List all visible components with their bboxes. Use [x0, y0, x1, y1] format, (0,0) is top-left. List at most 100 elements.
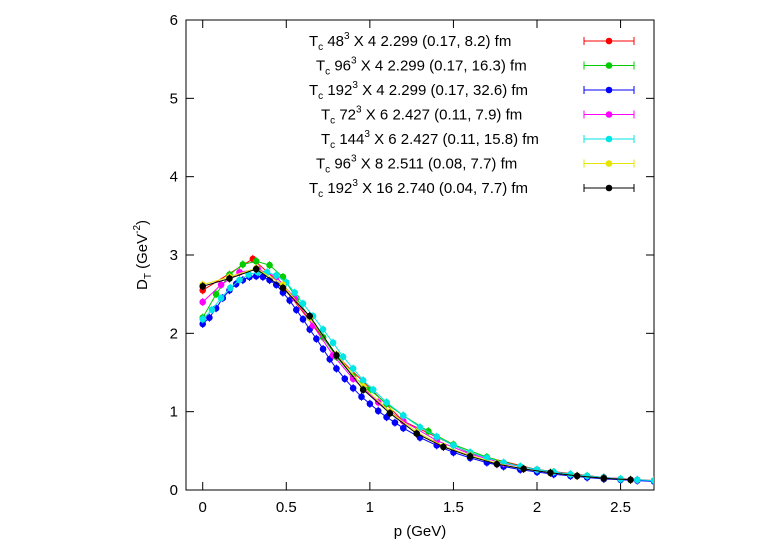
legend-label: Tc 483 X 4 2.299 (0.17, 8.2) fm [309, 31, 511, 53]
data-point [450, 442, 457, 449]
data-point [236, 276, 243, 284]
series-line [202, 267, 631, 481]
data-point [252, 265, 260, 273]
series-7 [199, 265, 634, 484]
data-point [313, 335, 320, 343]
data-point [319, 345, 327, 353]
data-point [279, 284, 287, 292]
series-6 [199, 264, 634, 484]
series-line [202, 275, 654, 482]
data-point [279, 289, 287, 296]
y-tick-label: 5 [170, 90, 178, 107]
data-point [413, 430, 420, 437]
data-point [212, 290, 220, 298]
series-3 [199, 272, 654, 486]
y-tick-label: 4 [170, 169, 178, 186]
x-tick-label: 0 [199, 499, 207, 516]
data-point [573, 472, 581, 480]
x-axis-label: p (GeV) [394, 523, 447, 540]
legend-label: Tc 723 X 6 2.427 (0.11, 7.9) fm [321, 105, 522, 127]
y-tick-label: 1 [170, 404, 178, 421]
data-point [333, 365, 340, 372]
data-point [319, 326, 327, 333]
data-point [329, 339, 337, 347]
data-point [391, 419, 399, 426]
data-point [600, 474, 608, 482]
x-tick-label: 1 [366, 499, 374, 516]
legend-marker [605, 86, 613, 94]
data-point [226, 275, 233, 282]
data-point [466, 453, 474, 460]
data-point [266, 276, 273, 284]
data-point [266, 261, 273, 269]
data-point [279, 273, 287, 281]
series-5 [199, 268, 654, 485]
data-point [386, 409, 394, 417]
y-tick-label: 2 [170, 325, 178, 342]
legend: Tc 483 X 4 2.299 (0.17, 8.2) fm Tc 963 X … [309, 31, 635, 200]
legend-label: Tc 1923 X 4 2.299 (0.17, 32.6) fm [309, 80, 528, 102]
data-point [399, 412, 407, 419]
data-point [383, 398, 390, 406]
series-line [202, 258, 654, 482]
data-point [358, 393, 365, 401]
legend-marker [605, 62, 613, 69]
data-point [567, 471, 574, 478]
data-point [199, 315, 207, 323]
data-point [293, 306, 300, 314]
data-point [291, 289, 298, 296]
series-line [202, 271, 654, 482]
data-point [374, 407, 382, 415]
data-point [627, 476, 634, 484]
data-point [349, 384, 357, 392]
y-tick-label: 6 [170, 12, 178, 29]
data-point [341, 375, 349, 383]
data-point [217, 281, 225, 289]
data-point [208, 306, 216, 314]
data-point [252, 257, 260, 265]
data-point [245, 271, 252, 278]
series-line [202, 268, 631, 481]
data-point [547, 469, 554, 477]
data-point [299, 300, 307, 307]
data-point [306, 312, 313, 320]
series-line [202, 268, 638, 481]
y-axis-label: DT (GeV-2) [132, 220, 154, 290]
legend-marker [605, 184, 613, 192]
x-tick-label: 2 [533, 499, 541, 516]
data-point [369, 386, 377, 394]
data-point [199, 298, 207, 306]
series-2 [199, 257, 654, 486]
legend-label: Tc 963 X 8 2.511 (0.08, 7.7) fm [316, 154, 517, 176]
series-1 [199, 254, 654, 485]
y-tick-label: 3 [170, 247, 178, 264]
series-layer [199, 254, 654, 486]
data-point [433, 433, 441, 441]
data-point [399, 424, 407, 432]
data-point [650, 477, 654, 484]
data-point [286, 297, 293, 304]
legend-marker [605, 111, 613, 118]
data-point [199, 283, 207, 290]
legend-marker [605, 37, 613, 45]
data-point [633, 476, 641, 484]
data-point [272, 272, 280, 279]
data-point [366, 400, 374, 408]
legend-label: Tc 963 X 4 2.299 (0.17, 16.3) fm [316, 56, 527, 78]
x-tick-label: 2.5 [610, 499, 631, 516]
data-point [493, 460, 501, 468]
data-point [226, 284, 234, 292]
data-point [339, 353, 347, 361]
data-point [359, 377, 367, 384]
data-point [520, 465, 527, 473]
x-tick-label: 1.5 [443, 499, 464, 516]
data-point [239, 261, 247, 268]
data-point [349, 365, 357, 372]
legend-marker [605, 135, 613, 143]
data-point [199, 320, 207, 328]
data-point [299, 315, 307, 323]
axis-ticks: 0 0.5 1 1.5 2 2.5 0 1 2 3 4 5 6 [170, 12, 654, 516]
data-point [416, 424, 424, 431]
legend-marker [605, 160, 613, 167]
